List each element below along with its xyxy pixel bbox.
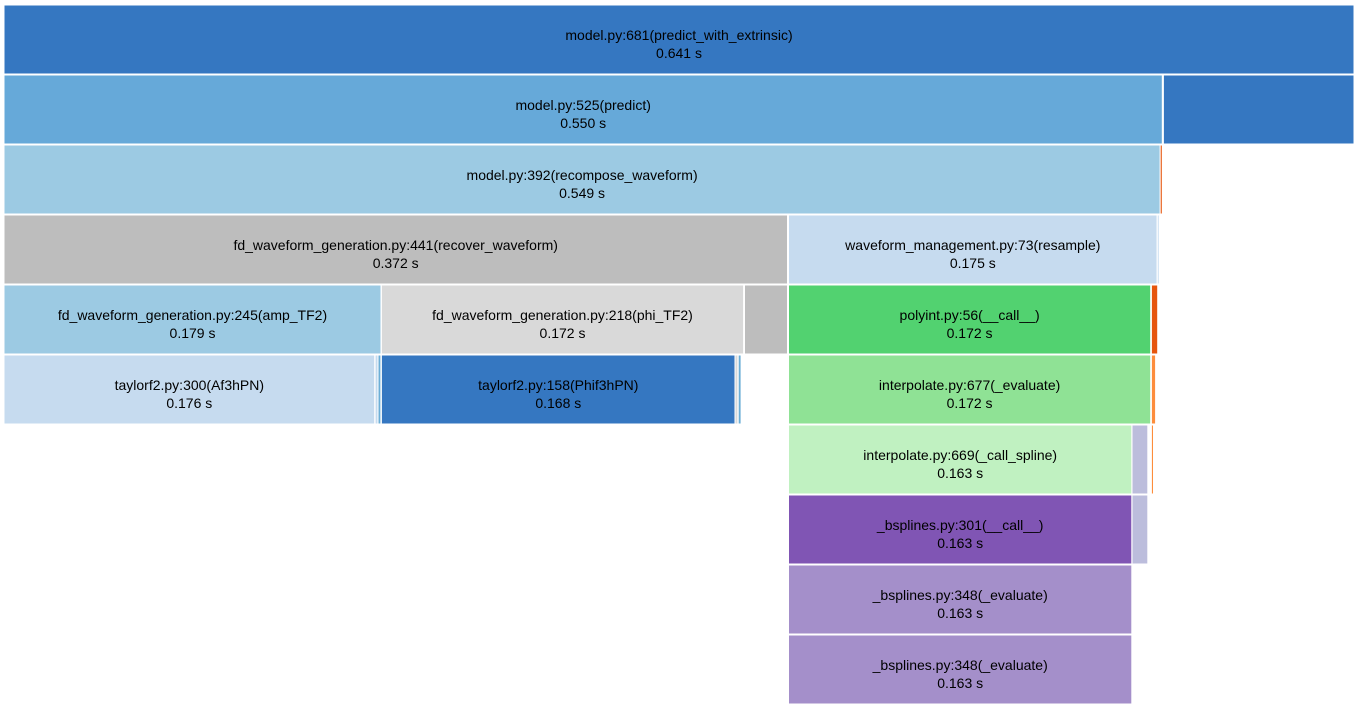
frame-resample[interactable]: waveform_management.py:73(resample) 0.175…	[788, 214, 1158, 285]
frame-label: waveform_management.py:73(resample)	[844, 237, 1100, 253]
frame-time: 0.549 s	[559, 185, 605, 201]
frame-resample_sliver[interactable]	[1156, 214, 1160, 285]
frame-bar[interactable]	[1150, 424, 1155, 495]
frame-Af3hPN[interactable]: taylorf2.py:300(Af3hPN) 0.176 s	[3, 354, 376, 425]
frame-bar[interactable]	[744, 284, 788, 355]
frame-time: 0.163 s	[937, 675, 983, 691]
frame-time: 0.163 s	[937, 605, 983, 621]
frame-bar[interactable]	[3, 284, 382, 355]
frame-recover_rest[interactable]	[744, 284, 788, 355]
frame-amp_TF2[interactable]: fd_waveform_generation.py:245(amp_TF2) 0.…	[3, 284, 382, 355]
frame-bar[interactable]	[377, 354, 382, 425]
frame-predict_sibling[interactable]	[1162, 74, 1355, 145]
frame-bsplines_sliver[interactable]	[1131, 494, 1149, 565]
frame-label: interpolate.py:669(_call_spline)	[863, 447, 1057, 463]
frame-bar[interactable]	[737, 354, 742, 425]
frame-call_spline[interactable]: interpolate.py:669(_call_spline) 0.163 s	[788, 424, 1133, 495]
frame-label: polyint.py:56(__call__)	[900, 307, 1040, 323]
frame-bsplines_call[interactable]: _bsplines.py:301(__call__) 0.163 s	[788, 494, 1133, 565]
frame-recompose_sliver[interactable]	[1159, 144, 1163, 215]
frame-time: 0.372 s	[373, 255, 419, 271]
frame-phi_TF2[interactable]: fd_waveform_generation.py:218(phi_TF2) 0.…	[380, 284, 745, 355]
frame-polyint_sliver[interactable]	[1150, 284, 1159, 355]
frame-label: fd_waveform_generation.py:245(amp_TF2)	[58, 307, 327, 323]
frame-time: 0.179 s	[170, 325, 216, 341]
frame-bar[interactable]	[1159, 144, 1163, 215]
frame-label: model.py:525(predict)	[515, 97, 650, 113]
frame-bar[interactable]	[788, 634, 1133, 705]
frame-label: model.py:392(recompose_waveform)	[467, 167, 698, 183]
frame-bar[interactable]	[788, 214, 1158, 285]
frame-recover_waveform[interactable]: fd_waveform_generation.py:441(recover_wa…	[3, 214, 788, 285]
frame-time: 0.176 s	[166, 395, 212, 411]
frame-bar[interactable]	[3, 144, 1161, 215]
frame-label: taylorf2.py:300(Af3hPN)	[115, 377, 264, 393]
frame-spline_sliver_a[interactable]	[1131, 424, 1149, 495]
frame-amp_sliver_b[interactable]	[377, 354, 382, 425]
frame-time: 0.641 s	[656, 45, 702, 61]
frame-bar[interactable]	[380, 354, 736, 425]
frame-bar[interactable]	[788, 354, 1152, 425]
frame-time: 0.172 s	[947, 325, 993, 341]
frame-bar[interactable]	[3, 214, 788, 285]
frame-label: fd_waveform_generation.py:441(recover_wa…	[233, 237, 558, 253]
frame-bar[interactable]	[788, 494, 1133, 565]
frame-bar[interactable]	[3, 354, 376, 425]
frame-bar[interactable]	[1150, 284, 1159, 355]
frame-bar[interactable]	[1150, 354, 1157, 425]
frame-bar[interactable]	[3, 4, 1355, 75]
frame-phi_sliver_b[interactable]	[737, 354, 742, 425]
frame-time: 0.175 s	[950, 255, 996, 271]
frame-label: _bsplines.py:348(_evaluate)	[872, 657, 1048, 673]
frame-Phif3hPN[interactable]: taylorf2.py:158(Phif3hPN) 0.168 s	[380, 354, 736, 425]
frame-predict_with_extrinsic[interactable]: model.py:681(predict_with_extrinsic) 0.64…	[3, 4, 1355, 75]
frame-bar[interactable]	[788, 564, 1133, 635]
frame-label: taylorf2.py:158(Phif3hPN)	[478, 377, 638, 393]
frame-polyint_call[interactable]: polyint.py:56(__call__) 0.172 s	[788, 284, 1152, 355]
frame-bsplines_evaluate_1[interactable]: _bsplines.py:348(_evaluate) 0.163 s	[788, 564, 1133, 635]
frame-bar[interactable]	[788, 284, 1152, 355]
frame-bar[interactable]	[3, 74, 1163, 145]
frame-bar[interactable]	[1131, 494, 1149, 565]
frame-label: interpolate.py:677(_evaluate)	[879, 377, 1060, 393]
frame-interp_sliver[interactable]	[1150, 354, 1157, 425]
frame-label: _bsplines.py:301(__call__)	[876, 517, 1044, 533]
frame-bar[interactable]	[1131, 424, 1149, 495]
frame-time: 0.172 s	[947, 395, 993, 411]
frame-time: 0.172 s	[540, 325, 586, 341]
frame-label: fd_waveform_generation.py:218(phi_TF2)	[432, 307, 693, 323]
frame-time: 0.168 s	[535, 395, 581, 411]
frame-bar[interactable]	[1162, 74, 1355, 145]
frame-bar[interactable]	[734, 354, 739, 425]
frame-bsplines_evaluate_2[interactable]: _bsplines.py:348(_evaluate) 0.163 s	[788, 634, 1133, 705]
frame-recompose_waveform[interactable]: model.py:392(recompose_waveform) 0.549 s	[3, 144, 1161, 215]
frame-time: 0.163 s	[937, 535, 983, 551]
frame-bar[interactable]	[1156, 214, 1160, 285]
frame-time: 0.550 s	[560, 115, 606, 131]
frame-predict[interactable]: model.py:525(predict) 0.550 s	[3, 74, 1163, 145]
frame-spline_sliver_b[interactable]	[1150, 424, 1155, 495]
frame-interpolate_evaluate[interactable]: interpolate.py:677(_evaluate) 0.172 s	[788, 354, 1152, 425]
frame-bar[interactable]	[788, 424, 1133, 495]
frame-phi_sliver_a[interactable]	[734, 354, 739, 425]
frame-label: model.py:681(predict_with_extrinsic)	[565, 27, 792, 43]
frame-label: _bsplines.py:348(_evaluate)	[872, 587, 1048, 603]
frame-time: 0.163 s	[937, 465, 983, 481]
frame-bar[interactable]	[380, 284, 745, 355]
